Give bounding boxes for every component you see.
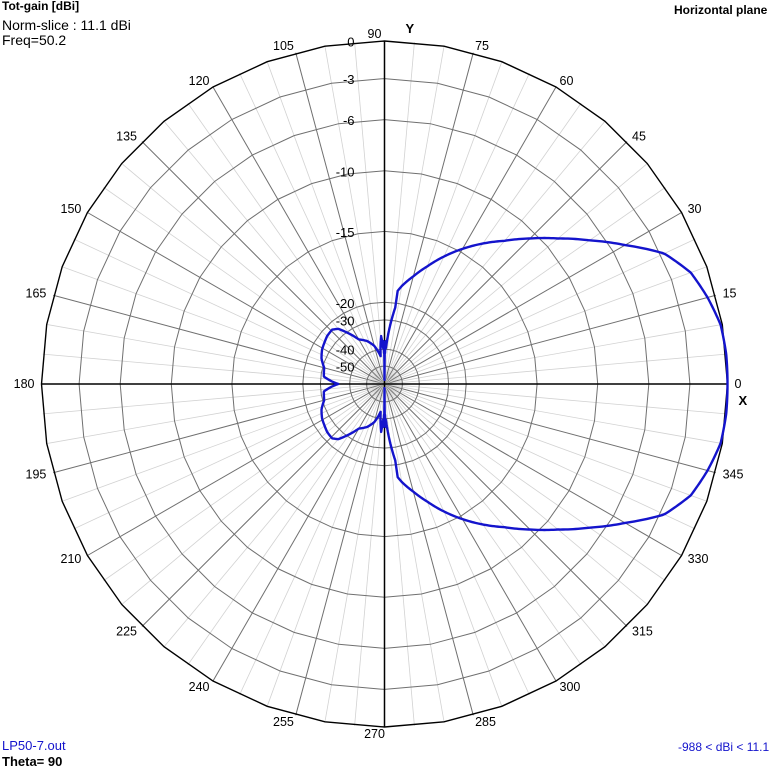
svg-text:90: 90 <box>368 27 382 41</box>
svg-text:150: 150 <box>61 202 82 216</box>
svg-text:210: 210 <box>61 552 82 566</box>
svg-text:330: 330 <box>688 552 709 566</box>
svg-text:240: 240 <box>189 680 210 694</box>
svg-text:Y: Y <box>406 21 415 36</box>
svg-text:-30: -30 <box>336 313 355 328</box>
svg-text:135: 135 <box>116 130 137 144</box>
svg-text:120: 120 <box>189 74 210 88</box>
svg-text:270: 270 <box>364 727 385 741</box>
svg-text:165: 165 <box>26 286 47 300</box>
svg-text:-3: -3 <box>343 72 355 87</box>
svg-text:300: 300 <box>560 680 581 694</box>
svg-text:315: 315 <box>632 625 653 639</box>
svg-text:0: 0 <box>347 35 354 50</box>
svg-text:225: 225 <box>116 625 137 639</box>
svg-text:-6: -6 <box>343 113 355 128</box>
svg-text:195: 195 <box>26 468 47 482</box>
svg-text:345: 345 <box>723 468 744 482</box>
svg-text:-20: -20 <box>336 296 355 311</box>
svg-text:45: 45 <box>632 130 646 144</box>
svg-text:75: 75 <box>475 39 489 53</box>
svg-text:-10: -10 <box>336 164 355 179</box>
svg-text:0: 0 <box>735 377 742 391</box>
svg-text:255: 255 <box>273 715 294 729</box>
svg-text:285: 285 <box>475 715 496 729</box>
svg-text:105: 105 <box>273 39 294 53</box>
svg-text:30: 30 <box>688 202 702 216</box>
svg-text:60: 60 <box>560 74 574 88</box>
svg-text:X: X <box>739 393 748 408</box>
svg-text:-40: -40 <box>336 343 355 358</box>
svg-text:180: 180 <box>14 377 35 391</box>
svg-text:-15: -15 <box>336 225 355 240</box>
svg-text:-50: -50 <box>336 360 355 375</box>
svg-text:15: 15 <box>723 286 737 300</box>
